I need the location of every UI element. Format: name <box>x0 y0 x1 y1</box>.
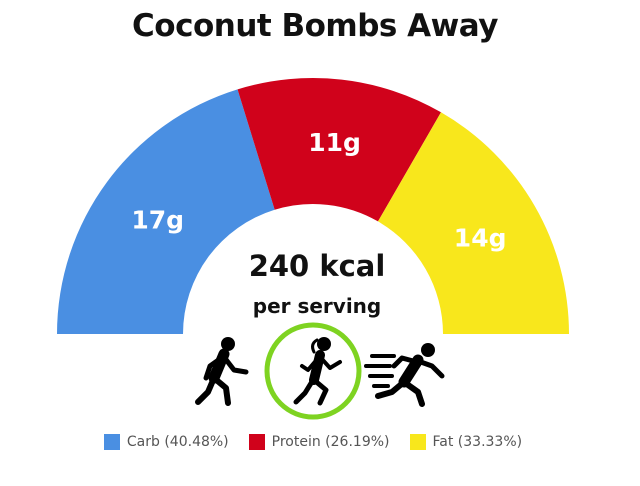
legend-item-fat: Fat (33.33%) <box>409 434 523 450</box>
calories-value: 240 kcal <box>248 249 386 283</box>
legend-label-protein: Protein (26.19%) <box>271 434 390 450</box>
macro-gauge-chart: 17g 11g 14g <box>57 78 569 335</box>
chart-legend: Carb (40.48%) Protein (26.19%) Fat (33.3… <box>0 434 626 450</box>
gauge-label-fat: 14g <box>454 224 507 253</box>
running-woman-icon[interactable] <box>293 337 342 406</box>
chart-title: Coconut Bombs Away <box>132 8 498 44</box>
sprinting-person-icon <box>364 343 445 407</box>
gauge-label-carb: 17g <box>131 205 184 234</box>
legend-item-protein: Protein (26.19%) <box>248 434 390 450</box>
legend-swatch-carb <box>103 434 120 450</box>
gauge-label-protein: 11g <box>308 128 361 157</box>
legend-label-carb: Carb (40.48%) <box>126 434 229 450</box>
selected-activity-ring <box>264 322 362 420</box>
gauge-slice-carb <box>57 89 275 335</box>
calories-subtitle: per serving <box>252 294 382 318</box>
legend-label-fat: Fat (33.33%) <box>432 434 523 450</box>
gauge-slice-protein <box>237 78 441 222</box>
legend-swatch-protein <box>248 434 265 450</box>
walking-person-icon <box>195 337 249 406</box>
gauge-slice-fat <box>378 112 569 334</box>
legend-swatch-fat <box>409 434 426 450</box>
legend-item-carb: Carb (40.48%) <box>103 434 229 450</box>
